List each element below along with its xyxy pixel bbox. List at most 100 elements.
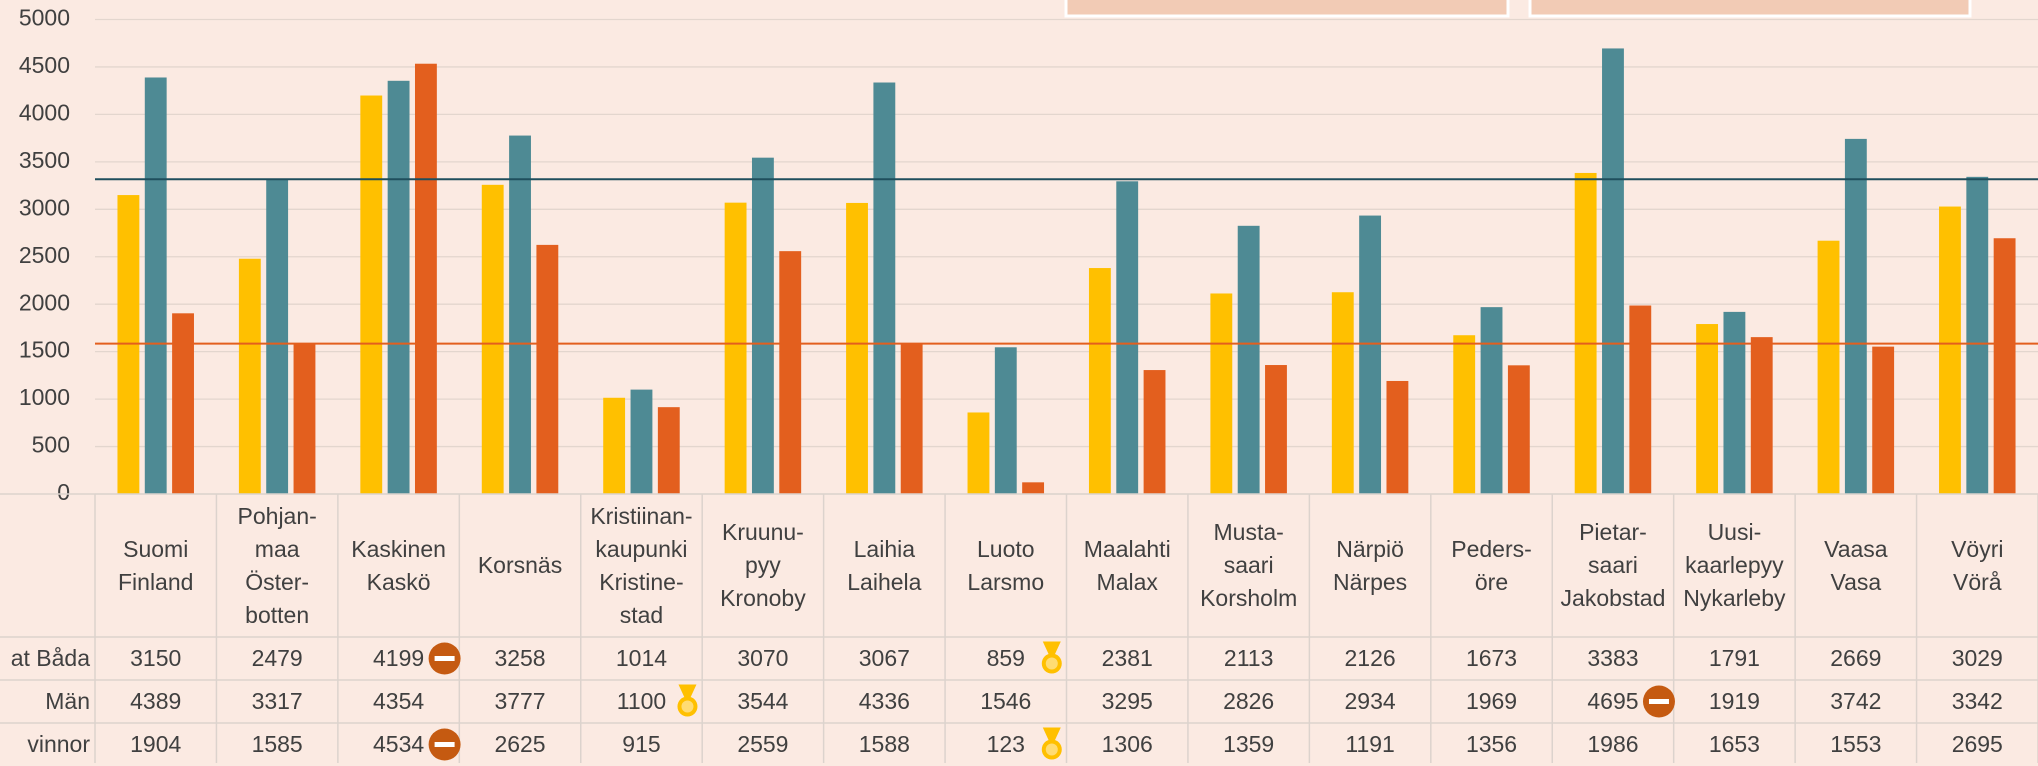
- bar: [1939, 206, 1961, 494]
- bar: [1088, 268, 1111, 494]
- bar: [293, 343, 316, 494]
- value-cell: 1791: [1708, 645, 1760, 671]
- bar: [387, 80, 410, 495]
- value-cell: 3258: [494, 645, 546, 671]
- category-label: Korsnäs: [477, 552, 563, 578]
- value-cell: 1100: [616, 688, 667, 714]
- bar: [1453, 335, 1476, 494]
- bar: [536, 244, 559, 494]
- bar: [1993, 238, 2016, 494]
- min-icon: [677, 696, 698, 717]
- bar: [751, 157, 774, 495]
- category-label: Pietar- saari Jakobstad: [1560, 519, 1666, 611]
- y-tick-label: 0: [57, 479, 70, 505]
- bar: [1359, 215, 1382, 494]
- category-label: Musta- saari Korsholm: [1200, 519, 1298, 611]
- value-cell: 2934: [1344, 688, 1396, 714]
- min-icon-inner: [1045, 743, 1058, 756]
- value-cell: 3742: [1830, 688, 1882, 714]
- value-cell: 3150: [130, 645, 182, 671]
- value-cell: 3317: [251, 688, 303, 714]
- value-cell: 3544: [737, 688, 789, 714]
- value-cell: 1919: [1708, 688, 1760, 714]
- value-cell: 3029: [1951, 645, 2003, 671]
- value-cell: 4354: [373, 688, 425, 714]
- value-cell: 1014: [615, 645, 668, 671]
- value-cell: 3067: [858, 645, 910, 671]
- category-label: Uusi- kaarlepyy Nykarleby: [1683, 519, 1786, 611]
- bar: [1386, 380, 1409, 494]
- value-cell: 3295: [1101, 688, 1153, 714]
- y-tick-label: 4000: [19, 99, 70, 125]
- bar: [1696, 324, 1719, 494]
- value-cell: 2826: [1223, 688, 1275, 714]
- max-icon-bar: [434, 742, 455, 747]
- y-tick-label: 500: [32, 432, 70, 458]
- value-cell: 1588: [858, 731, 910, 757]
- category-label: Kristiinan- kaupunki Kristine- stad: [590, 502, 693, 628]
- bar: [967, 412, 990, 494]
- value-cell: 3777: [494, 688, 546, 714]
- value-cell: 1585: [251, 731, 303, 757]
- value-cell: 1969: [1465, 688, 1518, 714]
- y-tick-label: 2500: [19, 242, 70, 268]
- bar: [724, 202, 747, 495]
- legend-box: [1064, 0, 1510, 18]
- bar: [846, 202, 868, 494]
- bar: [360, 95, 383, 495]
- value-cell: 2113: [1223, 645, 1274, 671]
- category-label: Maalahti Malax: [1083, 535, 1171, 595]
- bar: [900, 343, 923, 494]
- category-label: Närpiö Närpes: [1333, 535, 1408, 595]
- bar: [657, 407, 680, 494]
- value-cell: 3342: [1951, 688, 2003, 714]
- value-cell: 915: [622, 731, 661, 757]
- bar: [1629, 305, 1652, 494]
- bar: [779, 251, 802, 494]
- bar: [509, 135, 531, 495]
- y-tick-label: 2000: [19, 289, 70, 315]
- value-cell: 4695: [1587, 688, 1639, 714]
- value-cell: 2479: [251, 645, 303, 671]
- min-icon-ribbon: [678, 684, 697, 698]
- value-cell: 1553: [1830, 731, 1882, 757]
- bar: [1844, 138, 1867, 494]
- category-label: Suomi Finland: [118, 535, 194, 595]
- category-label: Laihia Laihela: [847, 535, 922, 595]
- value-cell: 2381: [1101, 645, 1153, 671]
- bar: [1480, 307, 1503, 494]
- bar: [1723, 311, 1746, 494]
- bar: [266, 179, 289, 494]
- value-cell: 4336: [858, 688, 910, 714]
- value-cell: 1191: [1345, 731, 1395, 757]
- bar: [481, 184, 504, 494]
- bar: [1210, 293, 1233, 494]
- category-label: Pohjan- maa Öster- botten: [237, 502, 317, 628]
- category-label: Peders- öre: [1451, 535, 1532, 595]
- value-cell: 1653: [1708, 731, 1760, 757]
- y-tick-label: 4500: [19, 52, 70, 78]
- bar: [1750, 337, 1773, 494]
- value-cell: 3070: [737, 645, 789, 671]
- bar: [1507, 365, 1530, 494]
- max-icon-bar: [434, 656, 455, 661]
- category-label: Kruunu- pyy Kronoby: [720, 519, 806, 611]
- value-cell: 4199: [373, 645, 425, 671]
- bar: [1602, 48, 1624, 495]
- value-cell: 1986: [1587, 731, 1639, 757]
- value-cell: 2559: [737, 731, 789, 757]
- series-name: Män: [45, 688, 90, 714]
- bar: [144, 77, 167, 495]
- value-cell: 2669: [1830, 645, 1882, 671]
- y-tick-label: 5000: [19, 5, 70, 31]
- value-cell: 3383: [1587, 645, 1639, 671]
- bar: [1817, 240, 1840, 494]
- min-icon-ribbon: [1042, 641, 1061, 655]
- bar: [414, 63, 437, 495]
- legend-box: [1528, 0, 1972, 18]
- value-cell: 2695: [1951, 731, 2003, 757]
- value-cell: 1356: [1465, 731, 1518, 757]
- bar: [630, 389, 653, 494]
